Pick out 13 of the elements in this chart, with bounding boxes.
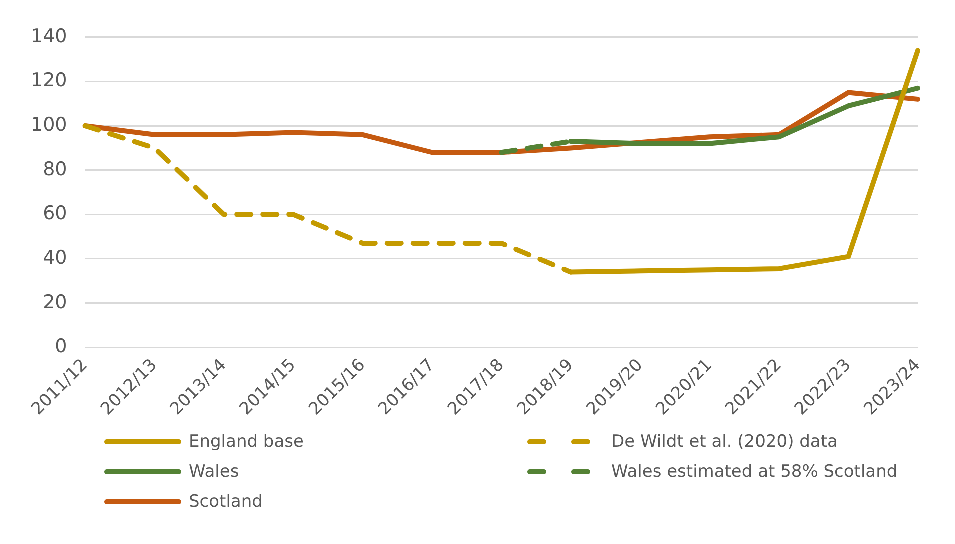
legend-label: England base xyxy=(189,432,304,452)
legend-label: Scotland xyxy=(189,492,263,512)
y-tick-label: 20 xyxy=(43,291,68,314)
y-tick-label: 140 xyxy=(31,25,68,48)
y-tick-label: 40 xyxy=(43,246,68,269)
y-tick-label: 120 xyxy=(31,70,68,92)
y-tick-label: 100 xyxy=(31,114,68,136)
y-tick-label: 0 xyxy=(55,336,68,358)
y-tick-label: 80 xyxy=(43,158,68,180)
y-tick-label: 60 xyxy=(43,202,68,225)
legend-label: Wales estimated at 58% Scotland xyxy=(612,462,898,482)
legend-label: De Wildt et al. (2020) data xyxy=(612,432,838,452)
legend-label: Wales xyxy=(189,462,240,482)
